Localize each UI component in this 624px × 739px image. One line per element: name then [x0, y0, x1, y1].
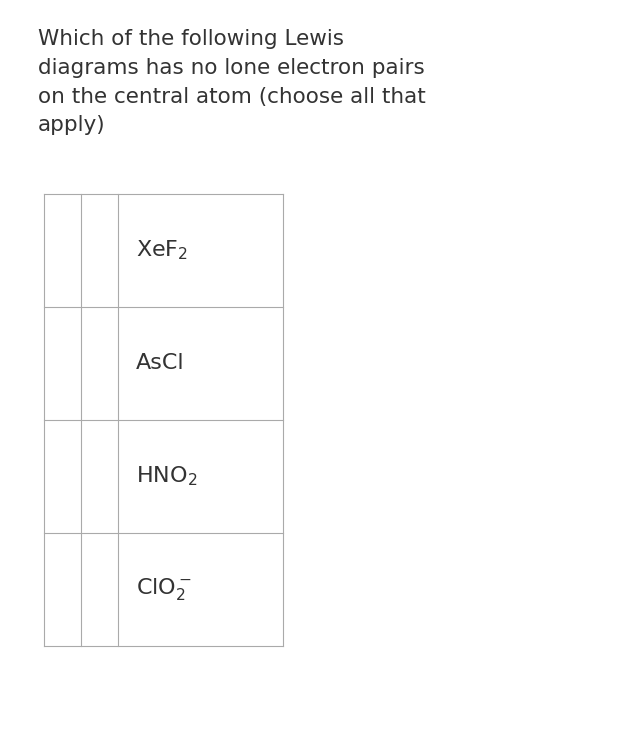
- Text: XeF$_2$: XeF$_2$: [136, 239, 188, 262]
- Text: ClO$_2^-$: ClO$_2^-$: [136, 576, 192, 602]
- Text: HNO$_2$: HNO$_2$: [136, 465, 197, 488]
- Text: Which of the following Lewis
diagrams has no lone electron pairs
on the central : Which of the following Lewis diagrams ha…: [38, 29, 426, 135]
- Text: AsCl: AsCl: [136, 353, 185, 373]
